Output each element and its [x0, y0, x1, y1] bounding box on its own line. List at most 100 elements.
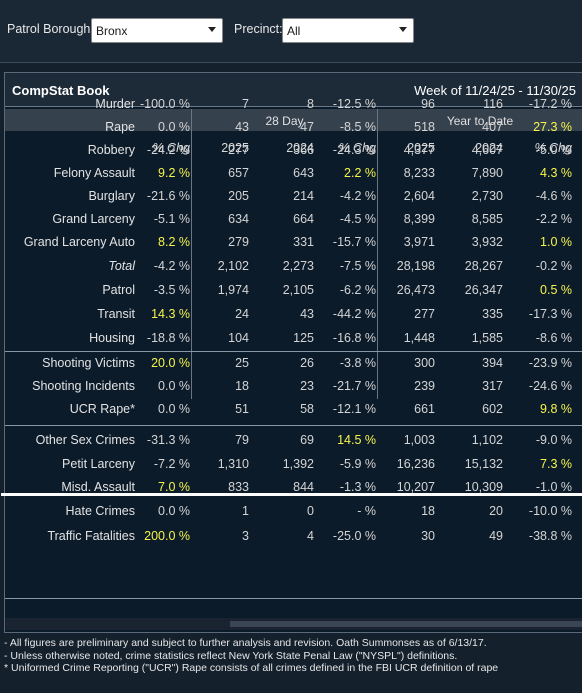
table-row: Hate Crimes 0.0 % 1 0 - % 18 20 -10.0 %	[5, 500, 582, 523]
cell-value: 4,377	[403, 143, 435, 157]
cell-value: 657	[228, 166, 249, 180]
row-label: Misd. Assault	[61, 480, 135, 494]
table-row: Transit 14.3 % 24 43 -44.2 % 277 335 -17.3 %	[5, 303, 582, 326]
cell-value: 4,607	[471, 143, 503, 157]
borough-select-value: Bronx	[96, 24, 128, 38]
column-divider	[377, 109, 378, 399]
chevron-down-icon	[399, 27, 407, 32]
cell-value: -4.6 %	[535, 189, 572, 203]
book-title: CompStat Book	[12, 83, 110, 98]
filter-bar: Patrol Borough: Bronx Precinct: All	[0, 0, 582, 62]
cell-value: 26,347	[464, 283, 503, 297]
precinct-select[interactable]: All	[282, 18, 414, 43]
col-header-2024: 2024	[475, 141, 503, 155]
borough-select[interactable]: Bronx	[91, 18, 223, 43]
col-header-pct-chg: % Chg	[152, 141, 190, 155]
cell-value: -24.3 %	[332, 143, 376, 157]
cell-value: 205	[228, 189, 249, 203]
borough-label: Patrol Borough:	[7, 22, 94, 36]
row-label: Murder	[95, 97, 135, 111]
row-label: Shooting Incidents	[32, 379, 135, 393]
table-row: Petit Larceny -7.2 % 1,310 1,392 -5.9 % 16,23…	[5, 453, 582, 476]
cell-value: 49	[489, 529, 503, 543]
row-label: Grand Larceny	[52, 212, 135, 226]
cell-value: -10.0 %	[528, 504, 572, 518]
cell-value: 366	[293, 143, 314, 157]
cell-value: 8	[307, 97, 314, 111]
book-week: Week of 11/24/25 - 11/30/25	[414, 83, 576, 98]
cell-value: -7.2 %	[153, 457, 190, 471]
cell-value: -7.5 %	[339, 259, 376, 273]
cell-value: -1.0 %	[535, 480, 572, 494]
cell-value: 28,267	[464, 259, 503, 273]
col-header-2024: 2024	[286, 141, 314, 155]
cell-value: - %	[357, 504, 376, 518]
cell-value: -21.7 %	[332, 379, 376, 393]
footnote: * Uniformed Crime Reporting ("UCR") Rape…	[4, 662, 499, 674]
footnote: - All figures are preliminary and subjec…	[4, 637, 487, 649]
cell-value: 1,102	[471, 433, 503, 447]
row-label: Rape	[105, 120, 135, 134]
scrollbar-thumb[interactable]	[230, 621, 582, 627]
cell-value: 8.2 %	[158, 235, 190, 249]
cell-value: 200.0 %	[144, 529, 190, 543]
group-header-ytd: Year to Date	[378, 109, 582, 131]
cell-value: -12.1 %	[332, 402, 376, 416]
table-row: Grand Larceny -5.1 % 634 664 -4.5 % 8,399 8,58…	[5, 208, 582, 231]
horizontal-scrollbar[interactable]	[5, 618, 582, 630]
cell-value: 125	[293, 331, 314, 345]
cell-value: -5.0 %	[535, 143, 572, 157]
cell-value: 833	[228, 480, 249, 494]
cell-value: 9.8 %	[540, 402, 572, 416]
cell-value: 20	[489, 504, 503, 518]
cell-value: -6.2 %	[339, 283, 376, 297]
row-label: Burglary	[88, 189, 135, 203]
cell-value: -44.2 %	[332, 307, 376, 321]
cell-value: -8.6 %	[535, 331, 572, 345]
cell-value: -24.6 %	[528, 379, 572, 393]
col-header-pct-chg: % Chg	[534, 141, 572, 155]
cell-value: 2,604	[403, 189, 435, 203]
cell-value: 1.0 %	[540, 235, 572, 249]
cell-value: 8,585	[471, 212, 503, 226]
cell-value: 277	[414, 307, 435, 321]
col-header-2025: 2025	[407, 141, 435, 155]
cell-value: 79	[235, 433, 249, 447]
cell-value: 0.5 %	[540, 283, 572, 297]
cell-value: 4	[307, 529, 314, 543]
cell-value: 7,890	[471, 166, 503, 180]
cell-value: 7.0 %	[158, 480, 190, 494]
row-label: Other Sex Crimes	[35, 433, 135, 447]
row-label: Felony Assault	[53, 166, 135, 180]
cell-value: 1,974	[217, 283, 249, 297]
table-row: Total -4.2 % 2,102 2,273 -7.5 % 28,198 28,267 -…	[5, 255, 582, 278]
cell-value: 2,730	[471, 189, 503, 203]
cell-value: -3.5 %	[153, 283, 190, 297]
col-header-2025: 2025	[221, 141, 249, 155]
cell-value: -3.8 %	[339, 356, 376, 370]
cell-value: 7.3 %	[540, 457, 572, 471]
cell-value: 43	[300, 307, 314, 321]
cell-value: 18	[421, 504, 435, 518]
cell-value: 0.0 %	[158, 379, 190, 393]
cell-value: -9.0 %	[535, 433, 572, 447]
cell-value: 3,971	[403, 235, 435, 249]
cell-value: 518	[414, 120, 435, 134]
column-divider	[191, 109, 192, 399]
cell-value: 0.0 %	[158, 402, 190, 416]
cell-value: 317	[482, 379, 503, 393]
cell-value: 116	[483, 97, 503, 111]
cell-value: -21.6 %	[146, 189, 190, 203]
cell-value: -4.2 %	[339, 189, 376, 203]
cell-value: 643	[293, 166, 314, 180]
cell-value: 24	[235, 307, 249, 321]
cell-value: 407	[482, 120, 503, 134]
cell-value: 26,473	[396, 283, 435, 297]
cell-value: -5.9 %	[339, 457, 376, 471]
cell-value: 2,105	[282, 283, 314, 297]
cell-value: -0.2 %	[535, 259, 572, 273]
cell-value: 0.0 %	[158, 504, 190, 518]
cell-value: -15.7 %	[332, 235, 376, 249]
cell-value: 3	[242, 529, 249, 543]
row-label: Patrol	[102, 283, 135, 297]
